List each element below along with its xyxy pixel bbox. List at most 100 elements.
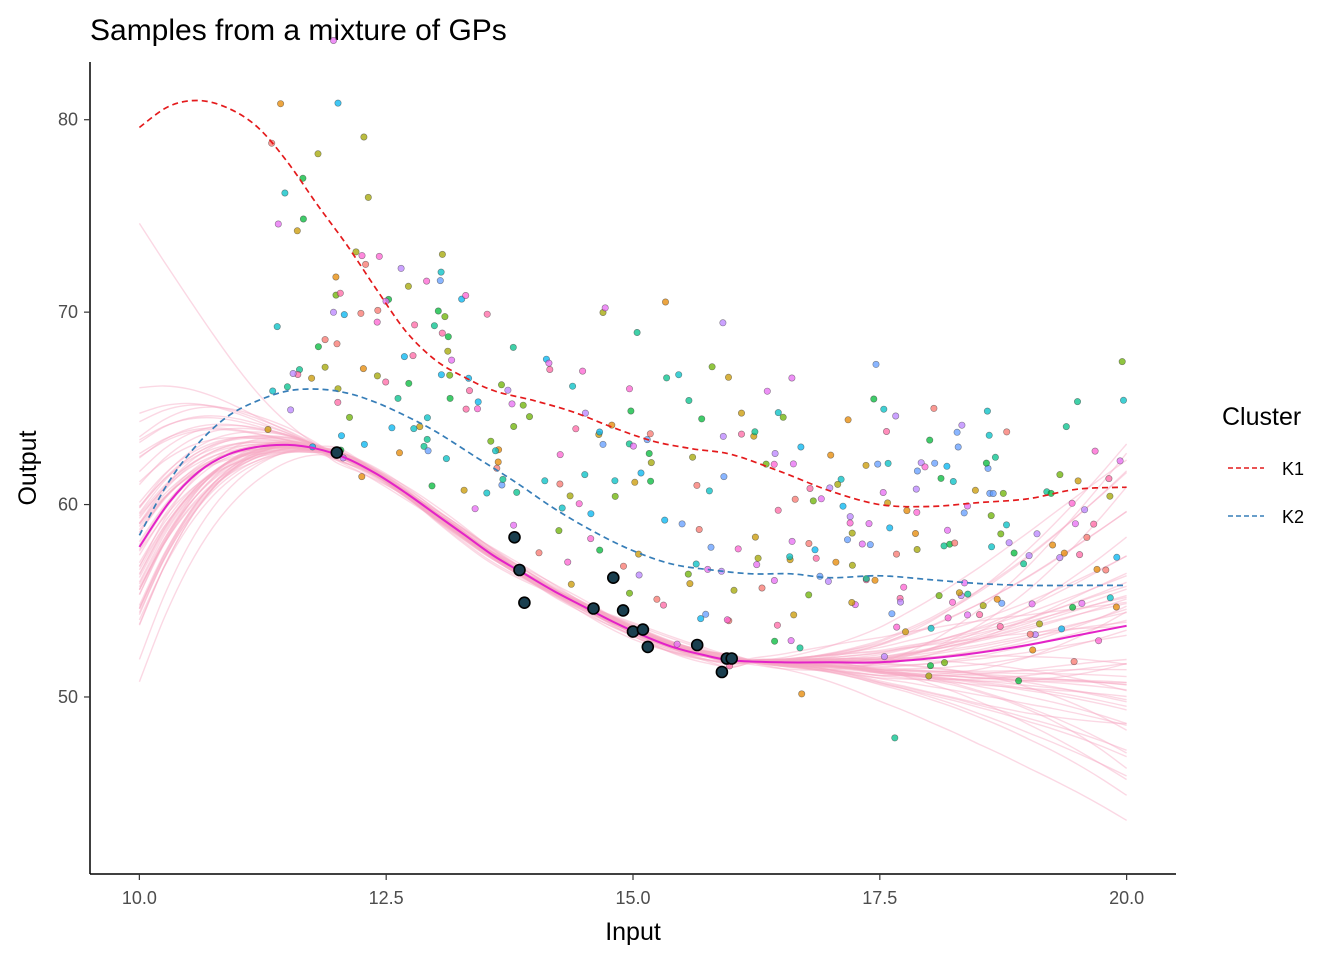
training-point bbox=[719, 319, 727, 327]
training-point bbox=[627, 407, 635, 415]
training-point bbox=[1105, 475, 1113, 483]
y-tick-label: 80 bbox=[58, 110, 78, 130]
training-point bbox=[872, 360, 880, 368]
y-tick-label: 60 bbox=[58, 495, 78, 515]
training-point bbox=[382, 378, 390, 386]
training-point bbox=[499, 475, 507, 483]
gp-samples-layer bbox=[138, 223, 1128, 822]
training-point bbox=[921, 463, 929, 471]
training-point bbox=[332, 273, 340, 281]
training-point bbox=[438, 250, 446, 258]
training-point bbox=[751, 533, 759, 541]
training-point bbox=[388, 424, 396, 432]
training-point bbox=[770, 460, 778, 468]
training-point bbox=[913, 467, 921, 475]
training-point bbox=[400, 353, 408, 361]
training-point bbox=[1090, 520, 1098, 528]
gp-sample-line bbox=[138, 442, 1127, 686]
training-point bbox=[596, 546, 604, 554]
training-point bbox=[483, 310, 491, 318]
training-point bbox=[1002, 521, 1010, 529]
observed-point bbox=[715, 665, 729, 679]
training-point bbox=[925, 672, 933, 680]
training-point bbox=[913, 545, 921, 553]
training-point bbox=[446, 394, 454, 402]
training-point bbox=[497, 381, 505, 389]
training-point bbox=[888, 610, 896, 618]
training-point bbox=[954, 443, 962, 451]
training-point bbox=[862, 575, 870, 583]
training-point bbox=[824, 577, 832, 585]
training-point bbox=[848, 598, 856, 606]
training-point bbox=[308, 374, 316, 382]
training-point bbox=[832, 558, 840, 566]
training-point bbox=[880, 653, 888, 661]
training-point bbox=[423, 277, 431, 285]
training-point bbox=[940, 659, 948, 667]
training-point bbox=[993, 595, 1001, 603]
training-point bbox=[487, 437, 495, 445]
training-point bbox=[1025, 552, 1033, 560]
training-point bbox=[1056, 471, 1064, 479]
training-point bbox=[314, 343, 322, 351]
training-point bbox=[1036, 620, 1044, 628]
y-tick-label: 50 bbox=[58, 687, 78, 707]
cluster-mean-line-k1 bbox=[138, 99, 1127, 508]
training-point bbox=[340, 311, 348, 319]
training-point bbox=[434, 307, 442, 315]
training-point bbox=[661, 516, 669, 524]
training-point bbox=[675, 371, 683, 379]
training-point bbox=[510, 521, 518, 529]
training-point bbox=[273, 323, 281, 331]
training-point bbox=[903, 507, 911, 515]
training-point bbox=[352, 248, 360, 256]
training-point bbox=[428, 482, 436, 490]
training-point bbox=[773, 621, 781, 629]
training-point bbox=[441, 313, 449, 321]
training-point bbox=[697, 615, 705, 623]
x-tick-label: 17.5 bbox=[862, 888, 897, 908]
training-point bbox=[931, 459, 939, 467]
training-point bbox=[659, 601, 667, 609]
training-point bbox=[283, 383, 291, 391]
training-point bbox=[359, 365, 367, 373]
training-point bbox=[364, 193, 372, 201]
training-point bbox=[698, 415, 706, 423]
training-point bbox=[695, 525, 703, 533]
training-point bbox=[358, 473, 366, 481]
gp-sample-line bbox=[138, 441, 1127, 686]
training-point bbox=[436, 277, 444, 285]
training-point bbox=[405, 379, 413, 387]
training-point bbox=[625, 385, 633, 393]
training-point bbox=[985, 431, 993, 439]
training-point bbox=[937, 474, 945, 482]
training-point bbox=[1070, 658, 1078, 666]
training-point bbox=[1081, 506, 1089, 514]
training-point bbox=[567, 580, 575, 588]
training-point bbox=[953, 428, 961, 436]
training-point bbox=[771, 637, 779, 645]
training-point bbox=[751, 428, 759, 436]
training-point bbox=[360, 440, 368, 448]
training-point bbox=[1071, 520, 1079, 528]
training-point bbox=[797, 443, 805, 451]
training-point bbox=[299, 174, 307, 182]
training-point bbox=[971, 486, 979, 494]
x-axis-title: Input bbox=[605, 918, 661, 946]
training-point bbox=[513, 488, 521, 496]
training-point bbox=[321, 336, 329, 344]
training-point bbox=[870, 395, 878, 403]
training-point bbox=[892, 412, 900, 420]
training-point bbox=[647, 459, 655, 467]
training-point bbox=[498, 481, 506, 489]
training-point bbox=[519, 401, 527, 409]
training-point bbox=[564, 558, 572, 566]
training-point bbox=[420, 442, 428, 450]
training-point bbox=[430, 322, 438, 330]
training-point bbox=[357, 309, 365, 317]
training-point bbox=[416, 423, 424, 431]
training-point bbox=[900, 583, 908, 591]
observed-point bbox=[518, 596, 531, 610]
training-point bbox=[834, 480, 842, 488]
training-point bbox=[333, 340, 341, 348]
